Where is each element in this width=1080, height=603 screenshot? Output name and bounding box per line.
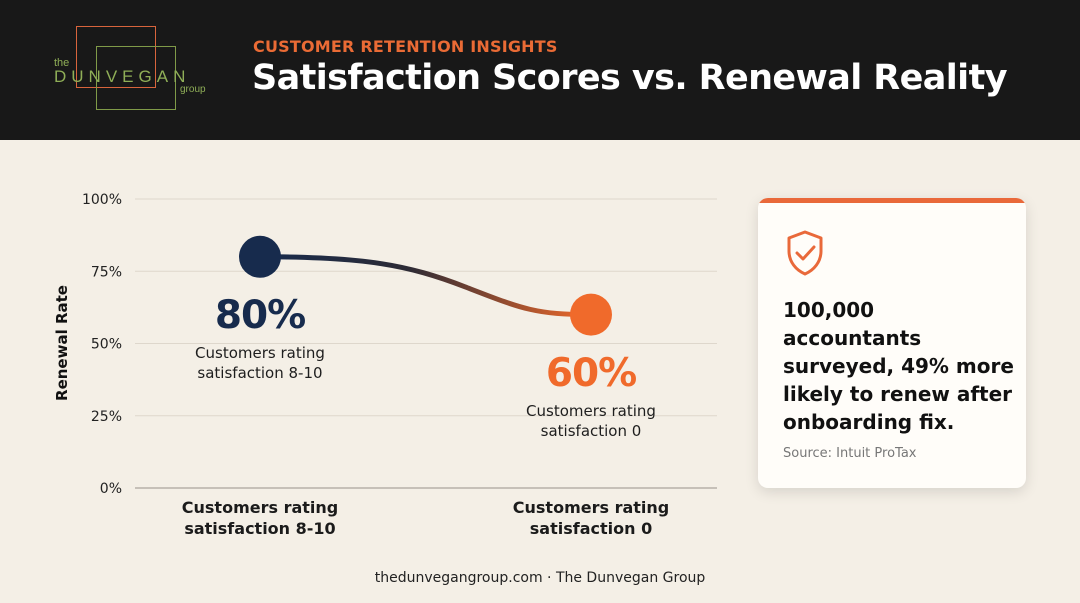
header-kicker: CUSTOMER RETENTION INSIGHTS <box>253 37 558 56</box>
x-category-line-2: satisfaction 0 <box>529 519 653 538</box>
point-label-line-1: Customers rating <box>526 401 656 420</box>
point-label-line-1: Customers rating <box>195 343 325 362</box>
logo-green-frame <box>96 46 176 110</box>
data-label-60: 60% <box>545 350 637 396</box>
survey-insight-card: 100,000 accountants surveyed, 49% more l… <box>758 198 1026 488</box>
dunvegan-logo: the DUNVEGAN group <box>54 26 224 116</box>
data-point-satisfaction-8-10 <box>239 235 281 278</box>
page-title: Satisfaction Scores vs. Renewal Reality <box>252 58 1008 98</box>
logo-the-text: the <box>54 57 70 69</box>
header-bar: the DUNVEGAN group CUSTOMER RETENTION IN… <box>0 0 1080 140</box>
point-label-satisfaction-8-10: Customers rating satisfaction 8-10 <box>160 343 360 383</box>
data-point-satisfaction-0 <box>570 293 612 336</box>
y-tick-label: 50% <box>91 337 122 353</box>
x-category-line-1: Customers rating <box>181 498 339 517</box>
x-category-line-1: Customers rating <box>512 498 670 517</box>
x-category-line-2: satisfaction 8-10 <box>184 519 336 538</box>
survey-finding-text: 100,000 accountants surveyed, 49% more l… <box>783 298 1014 434</box>
y-tick-layer: 0% 25% 50% 75% 100% <box>82 192 122 497</box>
y-tick-label: 75% <box>91 264 122 280</box>
y-tick-label: 100% <box>82 192 122 208</box>
card-accent-bar <box>758 198 1026 203</box>
y-tick-label: 25% <box>91 409 122 425</box>
point-label-line-2: satisfaction 8-10 <box>197 363 323 382</box>
renewal-rate-line <box>257 254 594 318</box>
data-label-80: 80% <box>214 292 306 338</box>
logo-orange-frame <box>76 26 156 88</box>
logo-group-text: group <box>180 84 206 95</box>
source-text: Source: Intuit ProTax <box>783 446 917 461</box>
x-category-label-satisfaction-8-10: Customers rating satisfaction 8-10 <box>160 497 360 539</box>
point-label-line-2: satisfaction 0 <box>540 421 642 440</box>
point-label-satisfaction-0: Customers rating satisfaction 0 <box>491 401 691 441</box>
footer-text: thedunvegangroup.com · The Dunvegan Grou… <box>374 570 706 586</box>
logo-name-text: DUNVEGAN <box>54 67 191 86</box>
x-category-label-satisfaction-0: Customers rating satisfaction 0 <box>491 497 691 539</box>
y-tick-label: 0% <box>100 481 122 497</box>
shield-check-icon <box>787 230 823 276</box>
